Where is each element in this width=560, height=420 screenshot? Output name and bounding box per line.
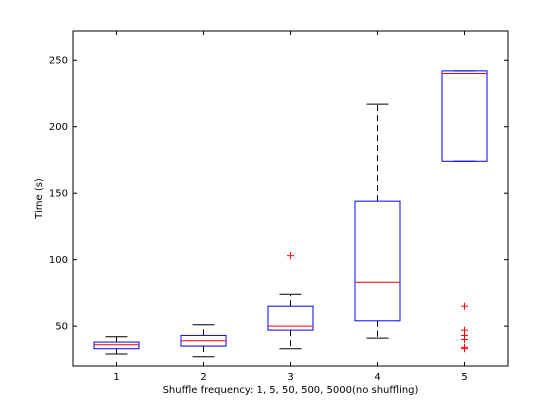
x-tick-label: 4 xyxy=(374,372,380,383)
box-marks xyxy=(93,70,488,358)
y-axis-label: Time (s) xyxy=(34,178,45,220)
outlier-point xyxy=(461,335,468,343)
box-iqr xyxy=(441,70,488,162)
x-tick-label: 1 xyxy=(113,372,119,383)
box-iqr xyxy=(93,341,140,350)
box-group-1 xyxy=(93,336,140,355)
y-tick-label: 250 xyxy=(49,56,68,67)
box-group-2 xyxy=(180,324,227,358)
box-group-4 xyxy=(354,103,401,339)
axis-ticks: 1 2 3 4 5 50 100 150 200 250 xyxy=(49,31,508,383)
outlier-point xyxy=(461,302,468,310)
x-axis-label: Shuffle frequency: 1, 5, 50, 500, 5000(n… xyxy=(163,385,419,396)
y-tick-label: 100 xyxy=(49,255,68,266)
box-group-3 xyxy=(267,252,314,350)
box-iqr xyxy=(354,200,401,322)
y-tick-label: 200 xyxy=(49,122,68,133)
outlier-point xyxy=(287,252,294,260)
x-tick-label: 3 xyxy=(287,372,293,383)
x-tick-label: 5 xyxy=(461,372,467,383)
box-iqr xyxy=(267,305,314,331)
outlier-point xyxy=(461,345,468,353)
x-tick-label: 2 xyxy=(200,372,206,383)
y-tick-label: 50 xyxy=(55,322,68,333)
y-tick-label: 150 xyxy=(49,189,68,200)
plot-area xyxy=(72,30,509,367)
box-group-5 xyxy=(441,70,488,353)
